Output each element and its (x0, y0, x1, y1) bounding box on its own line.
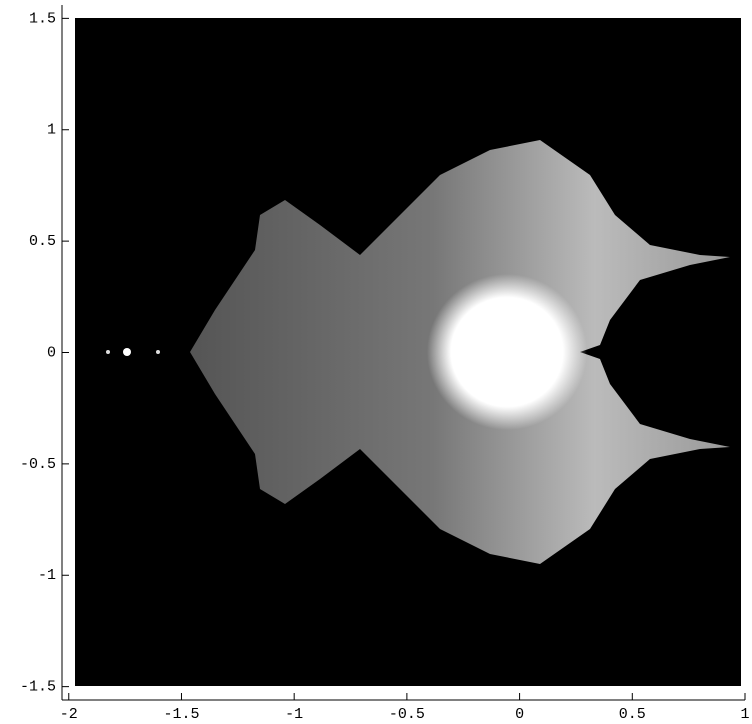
y-tick-label: -1 (38, 567, 56, 584)
x-tick-label: -1 (285, 706, 303, 723)
density-image (75, 18, 741, 686)
x-tick-label: 1 (740, 706, 749, 723)
y-tick-label: 0.5 (29, 233, 56, 250)
y-tick-label: -1.5 (20, 679, 56, 696)
x-tick-label: -1.5 (163, 706, 199, 723)
spot (106, 350, 110, 354)
x-tick-label: -2 (60, 706, 78, 723)
bright-core (427, 274, 587, 430)
x-tick-label: 0.5 (619, 706, 646, 723)
spot (123, 348, 131, 356)
y-tick-label: 0 (47, 344, 56, 361)
y-tick-label: 1.5 (29, 10, 56, 27)
y-tick-label: -0.5 (20, 456, 56, 473)
x-tick-label: -0.5 (389, 706, 425, 723)
spot (156, 350, 160, 354)
y-tick-label: 1 (47, 122, 56, 139)
x-tick-label: 0 (515, 706, 524, 723)
